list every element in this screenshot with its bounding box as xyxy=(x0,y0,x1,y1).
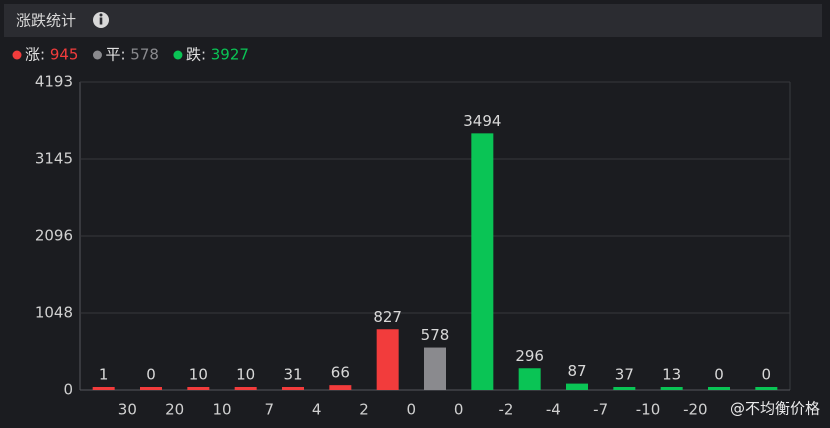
y-tick-label: 2096 xyxy=(35,227,73,245)
value-label: 0 xyxy=(714,366,724,384)
bar xyxy=(708,387,730,390)
legend-label: 跌: xyxy=(186,46,211,64)
bar xyxy=(660,387,683,390)
value-label: 31 xyxy=(283,366,302,384)
value-label: 87 xyxy=(567,362,586,380)
x-tick-label: -2 xyxy=(499,401,514,419)
value-label: 13 xyxy=(662,366,681,384)
x-tick-label: -4 xyxy=(546,401,561,419)
value-label: 3494 xyxy=(463,112,501,130)
bar xyxy=(566,383,588,390)
info-icon[interactable] xyxy=(93,12,109,28)
bar xyxy=(518,368,541,390)
bar xyxy=(234,387,257,390)
value-label: 0 xyxy=(146,366,156,384)
bar xyxy=(471,133,494,390)
y-tick-label: 3145 xyxy=(35,149,73,167)
legend-dot xyxy=(12,50,22,60)
legend-value: 945 xyxy=(50,46,79,64)
bar xyxy=(613,387,636,390)
bar xyxy=(282,387,304,390)
x-tick-label: 20 xyxy=(165,401,184,419)
x-tick-label: 30 xyxy=(118,401,137,419)
info-stem xyxy=(99,17,103,25)
legend-label: 平: xyxy=(105,46,130,64)
legend-value: 578 xyxy=(130,46,159,64)
value-label: 10 xyxy=(189,366,208,384)
bar xyxy=(755,387,778,390)
legend-label: 涨: xyxy=(25,46,50,64)
legend-dot xyxy=(92,50,102,60)
bar xyxy=(187,387,210,390)
header-bar xyxy=(4,4,822,37)
y-tick-label: 0 xyxy=(63,381,73,399)
x-tick-label: -7 xyxy=(593,401,608,419)
bar xyxy=(424,347,446,390)
y-tick-label: 4193 xyxy=(35,73,73,91)
value-label: 296 xyxy=(515,347,544,365)
x-tick-label: 4 xyxy=(312,401,322,419)
watermark: @不均衡价格 xyxy=(730,400,820,418)
value-label: 827 xyxy=(373,308,402,326)
info-dot xyxy=(99,13,103,17)
value-label: 0 xyxy=(762,366,772,384)
value-label: 10 xyxy=(236,366,255,384)
bar xyxy=(376,329,399,390)
value-label: 1 xyxy=(99,366,109,384)
value-label: 66 xyxy=(331,364,350,382)
value-label: 578 xyxy=(421,326,450,344)
bar xyxy=(92,387,115,390)
value-label: 37 xyxy=(615,366,634,384)
y-tick-label: 1048 xyxy=(35,304,73,322)
legend-value: 3927 xyxy=(211,46,249,64)
x-tick-label: 0 xyxy=(407,401,417,419)
legend-dot xyxy=(173,50,183,60)
header-title: 涨跌统计 xyxy=(16,12,76,30)
bar xyxy=(140,387,162,390)
x-tick-label: -10 xyxy=(636,401,661,419)
x-tick-label: -20 xyxy=(683,401,708,419)
x-tick-label: 10 xyxy=(212,401,231,419)
bar xyxy=(329,385,352,390)
x-tick-label: 7 xyxy=(265,401,275,419)
x-tick-label: 2 xyxy=(359,401,369,419)
x-tick-label: 0 xyxy=(454,401,464,419)
